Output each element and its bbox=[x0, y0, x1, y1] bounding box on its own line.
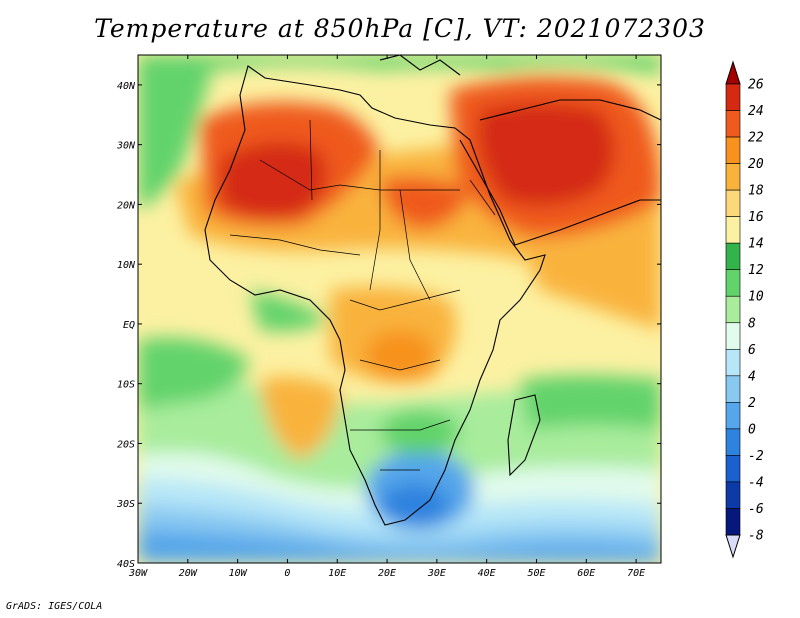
lat-tick-label: 10N bbox=[117, 260, 136, 271]
colorbar-swatch bbox=[725, 110, 741, 138]
lat-tick-label: 30S bbox=[116, 499, 135, 510]
colorbar-label: 20 bbox=[748, 157, 764, 172]
colorbar-label: 16 bbox=[748, 210, 764, 225]
colorbar-label: 22 bbox=[748, 131, 764, 146]
map-frame bbox=[137, 54, 662, 564]
colorbar-label: 12 bbox=[748, 263, 764, 278]
credit-text: GrADS: IGES/COLA bbox=[6, 601, 103, 612]
lat-tick-label: 40N bbox=[117, 81, 136, 92]
lon-tick-label: 10E bbox=[328, 568, 346, 579]
longitude-axis: 30W 20W 10W 0 10E 20E 30E 40E 50E 60E 70E bbox=[128, 55, 645, 579]
colorbar-swatch bbox=[725, 428, 741, 456]
colorbar-swatch bbox=[725, 455, 741, 483]
colorbar-swatch bbox=[725, 295, 741, 324]
colorbar-swatch bbox=[725, 508, 741, 536]
colorbar-label: -8 bbox=[748, 529, 764, 544]
colorbar-label: 4 bbox=[748, 369, 756, 384]
lon-tick-label: 30W bbox=[128, 568, 148, 579]
colorbar-swatch bbox=[725, 136, 741, 164]
colorbar-label: 8 bbox=[748, 316, 756, 331]
colorbar-swatch bbox=[725, 375, 741, 403]
colorbar-label: 14 bbox=[748, 237, 764, 252]
colorbar-label: -2 bbox=[748, 449, 764, 464]
lat-tick-label: 20N bbox=[117, 200, 136, 211]
colorbar-swatch bbox=[725, 402, 741, 430]
lat-tick-label: 30N bbox=[116, 141, 136, 152]
lon-tick-label: 40E bbox=[478, 568, 496, 579]
lon-tick-label: 60E bbox=[577, 568, 595, 579]
lat-tick-label: EQ bbox=[123, 320, 135, 331]
colorbar-label: 2 bbox=[748, 396, 756, 411]
lat-tick-label: 20S bbox=[117, 439, 135, 450]
lat-tick-label: 10S bbox=[117, 380, 135, 391]
colorbar-label: -4 bbox=[748, 475, 764, 490]
lon-tick-label: 20E bbox=[378, 568, 396, 579]
country-borders bbox=[229, 119, 496, 471]
colorbar-swatch bbox=[725, 216, 741, 244]
lat-tick-label: 40S bbox=[117, 559, 135, 570]
colorbar-bottom-triangle bbox=[725, 534, 741, 559]
temperature-field bbox=[138, 55, 661, 563]
colorbar-label: 10 bbox=[748, 290, 764, 305]
colorbar-swatch bbox=[725, 322, 741, 350]
colorbar-swatch bbox=[725, 242, 741, 271]
colorbar-swatch bbox=[725, 163, 741, 191]
colorbar-top-triangle bbox=[725, 60, 741, 85]
colorbar-label: 18 bbox=[748, 184, 764, 199]
latitude-axis: 40N 30N 20N 10N EQ 10S 20S 30S 40S bbox=[116, 81, 661, 570]
lon-tick-label: 70E bbox=[627, 568, 645, 579]
lon-tick-label: 50E bbox=[527, 568, 545, 579]
colorbar-swatch bbox=[725, 348, 741, 377]
colorbar-swatch bbox=[725, 481, 741, 509]
lon-tick-label: 30E bbox=[427, 568, 446, 579]
coastline bbox=[204, 55, 661, 526]
colorbar-label: 24 bbox=[748, 104, 764, 119]
lon-tick-label: 10W bbox=[229, 568, 248, 579]
chart-title: Temperature at 850hPa [C], VT: 202107230… bbox=[94, 14, 706, 43]
lon-tick-label: 20W bbox=[179, 568, 198, 579]
colorbar-label: 0 bbox=[748, 422, 756, 437]
colorbar-swatch bbox=[725, 83, 741, 111]
colorbar-label: 6 bbox=[748, 343, 756, 358]
lon-tick-label: 0 bbox=[284, 568, 290, 579]
colorbar-swatch bbox=[725, 189, 741, 217]
colorbar-label: -6 bbox=[748, 502, 764, 517]
colorbar-swatch bbox=[725, 269, 741, 297]
colorbar-label: 26 bbox=[748, 78, 764, 93]
